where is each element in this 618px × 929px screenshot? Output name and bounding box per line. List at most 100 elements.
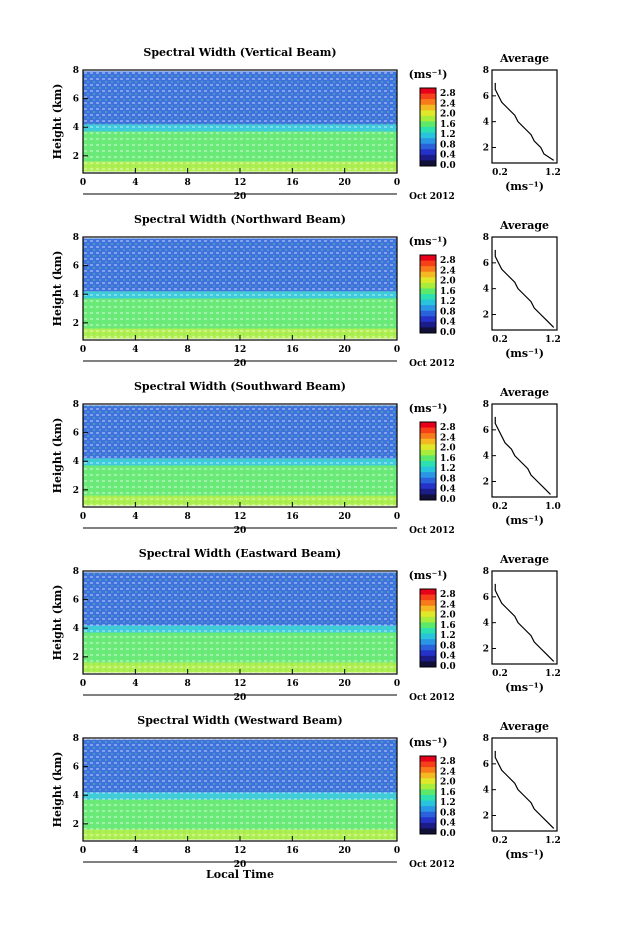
x-tick-label: 8	[185, 679, 191, 689]
average-y-tick-label: 8	[483, 567, 489, 577]
x-tick-label: 12	[234, 178, 247, 188]
colorbar-frame	[419, 421, 437, 501]
colorbar-swatch	[420, 316, 436, 323]
y-tick-label: 6	[73, 429, 79, 439]
colorbar-swatch	[420, 288, 436, 295]
colorbar-swatch	[420, 828, 436, 835]
colorbar-swatch	[420, 121, 436, 128]
average-profile-line	[494, 249, 555, 328]
average-y-tick-label: 2	[483, 311, 489, 321]
y-tick-label: 4	[73, 123, 79, 133]
heatmap-texture	[83, 625, 397, 633]
colorbar-tick-label: 0.4	[440, 485, 456, 495]
x-tick-label: 8	[185, 846, 191, 856]
panel-4: Spectral Width (Eastward Beam) 2 4 6 8 Height…	[51, 547, 561, 703]
average-x-tick-label: 0.2	[492, 669, 508, 679]
colorbar-swatch	[420, 127, 436, 134]
panel-5: Spectral Width (Westward Beam) 2 4 6 8 Height…	[51, 714, 561, 870]
average-title: Average	[499, 219, 549, 232]
colorbar-swatch	[420, 138, 436, 145]
panel-1: Spectral Width (Vertical Beam) 2 4 6 8 Height…	[51, 46, 561, 202]
colorbar-swatch	[420, 600, 436, 607]
panel-title: Spectral Width (Southward Beam)	[134, 380, 346, 393]
colorbar-swatch	[420, 772, 436, 779]
x-tick-label: 8	[185, 178, 191, 188]
colorbar-tick-label: 1.2	[440, 631, 456, 641]
y-tick-label: 2	[73, 319, 79, 329]
x-tick-label: 8	[185, 345, 191, 355]
y-tick-label: 2	[73, 486, 79, 496]
x-tick-label: 20	[338, 178, 351, 188]
colorbar-tick-label: 1.2	[440, 297, 456, 307]
x-tick-label: 12	[234, 679, 247, 689]
heatmap-texture	[83, 739, 397, 793]
y-tick-label: 6	[73, 262, 79, 272]
colorbar-tick-label: 0.8	[440, 140, 456, 150]
heatmap-texture	[83, 572, 397, 626]
colorbar-swatch	[420, 650, 436, 657]
heatmap-texture	[83, 458, 397, 466]
colorbar-swatch	[420, 483, 436, 490]
y-tick-label: 4	[73, 457, 79, 467]
colorbar-swatch	[420, 255, 436, 262]
x-tick-label: 16	[286, 512, 299, 522]
day-label: 20	[234, 860, 247, 870]
colorbar-tick-label: 1.6	[440, 120, 456, 130]
y-tick-label: 8	[73, 734, 79, 744]
colorbar-swatch	[420, 655, 436, 662]
colorbar-swatch	[420, 661, 436, 668]
colorbar-swatch	[420, 310, 436, 317]
average-title: Average	[499, 52, 549, 65]
average-y-tick-label: 6	[483, 92, 489, 102]
colorbar-tick-label: 1.6	[440, 788, 456, 798]
colorbar-tick-label: 1.6	[440, 287, 456, 297]
x-tick-label: 0	[80, 512, 86, 522]
panel-2: Spectral Width (Northward Beam) 2 4 6 8 Heigh…	[51, 213, 561, 369]
average-y-tick-label: 4	[483, 786, 489, 796]
y-axis-label: Height (km)	[51, 418, 64, 494]
average-frame	[491, 236, 558, 331]
colorbar-tick-label: 2.8	[440, 757, 456, 767]
colorbar-swatch	[420, 327, 436, 334]
colorbar-swatch	[420, 438, 436, 445]
average-y-tick-label: 2	[483, 144, 489, 154]
colorbar-tick-label: 0.4	[440, 819, 456, 829]
average-frame	[491, 570, 558, 665]
y-axis-label: Height (km)	[51, 752, 64, 828]
colorbar-tick-label: 2.4	[440, 99, 456, 109]
y-tick-label: 6	[73, 763, 79, 773]
colorbar-swatch	[420, 104, 436, 111]
heatmap-texture	[83, 124, 397, 132]
colorbar-swatch	[420, 433, 436, 440]
colorbar-unit: (ms⁻¹)	[409, 68, 448, 81]
colorbar-swatch	[420, 99, 436, 106]
average-y-tick-label: 4	[483, 619, 489, 629]
colorbar-tick-label: 1.6	[440, 454, 456, 464]
x-tick-label: 4	[132, 679, 138, 689]
x-tick-label: 4	[132, 846, 138, 856]
average-x-tick-label: 0.2	[492, 168, 508, 178]
day-label: 20	[234, 526, 247, 536]
average-y-tick-label: 6	[483, 259, 489, 269]
y-tick-label: 8	[73, 400, 79, 410]
y-tick-label: 4	[73, 290, 79, 300]
colorbar-swatch	[420, 806, 436, 813]
average-y-tick-label: 4	[483, 452, 489, 462]
heatmap-texture	[83, 71, 397, 125]
colorbar-tick-label: 2.0	[440, 444, 456, 454]
panel-title: Spectral Width (Northward Beam)	[134, 213, 346, 226]
colorbar-tick-label: 0.0	[440, 662, 456, 672]
average-title: Average	[499, 386, 549, 399]
y-tick-label: 6	[73, 95, 79, 105]
colorbar-swatch	[420, 455, 436, 462]
colorbar-swatch	[420, 628, 436, 635]
average-profile-line	[494, 750, 555, 829]
colorbar-tick-label: 1.2	[440, 798, 456, 808]
colorbar-swatch	[420, 477, 436, 484]
x-tick-label: 12	[234, 846, 247, 856]
colorbar-swatch	[420, 149, 436, 156]
colorbar-swatch	[420, 422, 436, 429]
colorbar-tick-label: 0.0	[440, 161, 456, 171]
colorbar-tick-label: 2.4	[440, 767, 456, 777]
colorbar-swatch	[420, 811, 436, 818]
